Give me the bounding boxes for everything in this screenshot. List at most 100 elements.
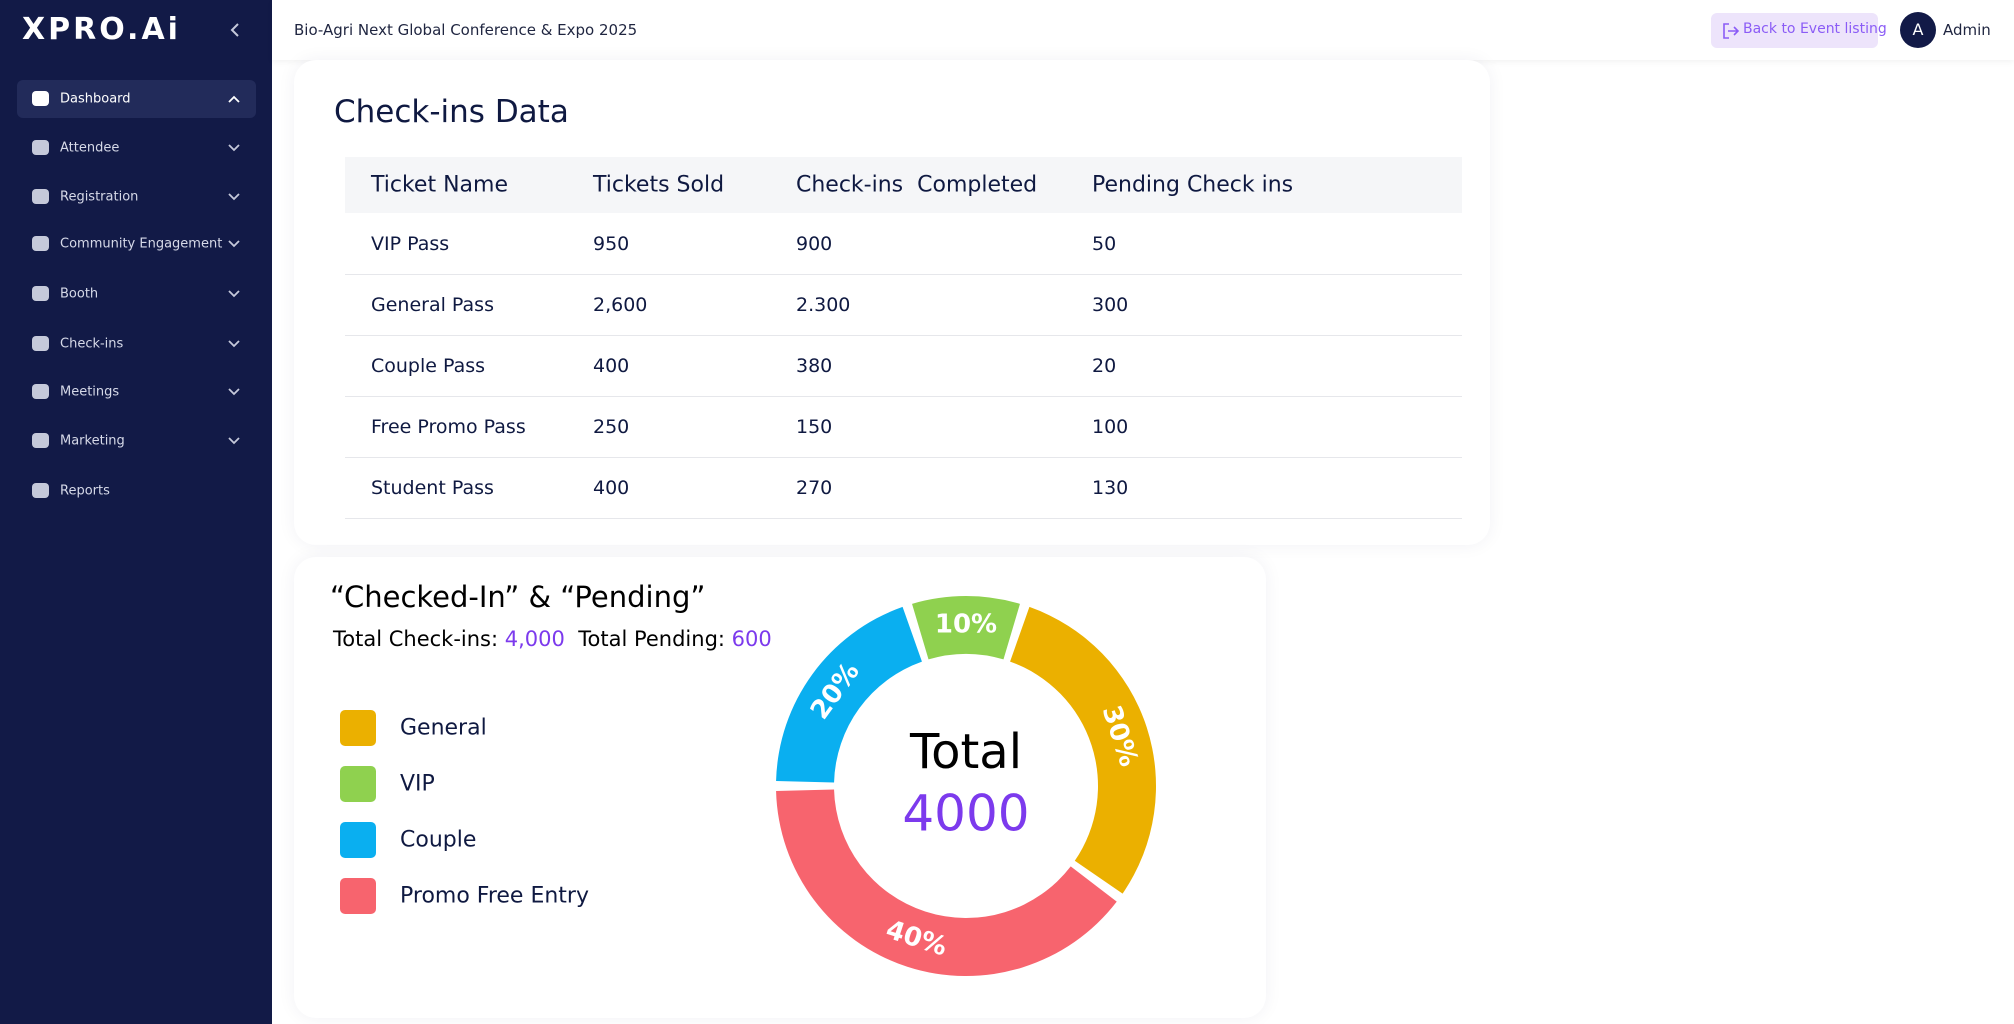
menu-icon bbox=[32, 286, 49, 301]
legend-swatch bbox=[340, 822, 376, 858]
chevron-path bbox=[228, 240, 240, 248]
table-cell: 250 bbox=[593, 416, 630, 438]
chevron bbox=[228, 388, 240, 396]
menu-item[interactable]: Marketing bbox=[17, 422, 256, 460]
summary-value: 4,000 bbox=[504, 627, 565, 651]
user-name: Admin bbox=[1943, 21, 1991, 39]
menu-label: Marketing bbox=[60, 433, 125, 449]
center-label: Total bbox=[909, 724, 1022, 780]
event-title: Bio-Agri Next Global Conference & Expo 2… bbox=[294, 21, 638, 39]
table-cell: 270 bbox=[796, 477, 833, 499]
table-cell: 100 bbox=[1092, 416, 1129, 438]
menu-item[interactable]: Attendee bbox=[17, 129, 256, 167]
donut-chart: Total 4000 10%30%40%20% bbox=[776, 596, 1156, 977]
table-title: Check-ins Data bbox=[334, 94, 569, 130]
table-cell: 900 bbox=[796, 233, 833, 255]
table-cell: 380 bbox=[796, 355, 833, 377]
menu-item[interactable]: Registration bbox=[17, 178, 256, 216]
logo: XPRO.Ai bbox=[22, 12, 181, 47]
menu-icon bbox=[32, 433, 49, 448]
legend-label: VIP bbox=[400, 771, 435, 797]
table-cell: 130 bbox=[1092, 477, 1129, 499]
menu-item[interactable]: Dashboard bbox=[17, 80, 256, 118]
table-header bbox=[345, 157, 1462, 213]
table-cell: General Pass bbox=[371, 294, 494, 316]
menu-item[interactable]: Community Engagement bbox=[17, 225, 256, 263]
table-cell: 300 bbox=[1092, 294, 1129, 316]
summary-label: Total Pending: bbox=[578, 627, 725, 651]
chevron bbox=[228, 95, 240, 103]
chevron-path bbox=[228, 193, 240, 201]
row-divider bbox=[345, 518, 1462, 519]
chevron-path bbox=[228, 144, 240, 152]
chart-title: “Checked-In” & “Pending” bbox=[330, 580, 706, 614]
summary-value: 600 bbox=[731, 627, 772, 651]
column-header: Ticket Name bbox=[371, 172, 508, 198]
menu-item[interactable]: Check-ins bbox=[17, 325, 256, 363]
back-label: Back to Event listing bbox=[1743, 21, 1887, 37]
menu-item[interactable]: Booth bbox=[17, 275, 256, 313]
chart-card: “Checked-In” & “Pending” Total Check-ins… bbox=[294, 557, 1266, 1018]
menu-label: Community Engagement bbox=[60, 236, 223, 252]
back-button[interactable]: Back to Event listing bbox=[1711, 13, 1887, 48]
header: Bio-Agri Next Global Conference & Expo 2… bbox=[272, 0, 2014, 60]
table-cell: 150 bbox=[796, 416, 833, 438]
donut-segment bbox=[1010, 606, 1156, 894]
menu-label: Attendee bbox=[60, 140, 120, 156]
table-cell: 2.300 bbox=[796, 294, 851, 316]
menu-icon bbox=[32, 140, 49, 155]
table-cell: Couple Pass bbox=[371, 355, 486, 377]
chevron-path bbox=[228, 95, 240, 103]
table-cell: 950 bbox=[593, 233, 630, 255]
row-divider bbox=[345, 396, 1462, 397]
table: Ticket Name Tickets Sold Check-ins Complet… bbox=[345, 157, 1462, 537]
donut-segment bbox=[912, 596, 1020, 660]
legend-label: Promo Free Entry bbox=[400, 883, 589, 909]
collapse-button[interactable] bbox=[228, 22, 242, 38]
table-cell: VIP Pass bbox=[371, 233, 450, 255]
menu-icon bbox=[32, 384, 49, 399]
menu-icon bbox=[32, 91, 49, 106]
table-cell: 50 bbox=[1092, 233, 1117, 255]
donut-segment bbox=[776, 606, 922, 783]
chevron bbox=[228, 240, 240, 248]
chevron bbox=[228, 144, 240, 152]
chevron-path bbox=[228, 437, 240, 445]
chevron bbox=[228, 193, 240, 201]
row-divider bbox=[345, 274, 1462, 275]
center-value: 4000 bbox=[902, 785, 1029, 843]
menu-label: Check-ins bbox=[60, 336, 124, 352]
chevron-path bbox=[228, 388, 240, 396]
table-cell: Free Promo Pass bbox=[371, 416, 526, 438]
table-cell: 20 bbox=[1092, 355, 1117, 377]
menu-item[interactable]: Reports bbox=[17, 472, 256, 510]
legend-swatch bbox=[340, 766, 376, 802]
menu-icon bbox=[32, 189, 49, 204]
menu-item[interactable]: Meetings bbox=[17, 373, 256, 411]
menu-icon bbox=[32, 483, 49, 498]
chevron bbox=[228, 437, 240, 445]
chevron bbox=[228, 340, 240, 348]
table-cell: 2,600 bbox=[593, 294, 648, 316]
summary-label: Total Check-ins: bbox=[333, 627, 499, 651]
row-divider bbox=[345, 335, 1462, 336]
menu-label: Meetings bbox=[60, 384, 120, 400]
menu-icon bbox=[32, 336, 49, 351]
summary: Total Check-ins: 4,000 Total Pending: 60… bbox=[333, 627, 772, 651]
donut-segment bbox=[776, 789, 1117, 977]
menu-label: Reports bbox=[60, 483, 110, 499]
segment-label: 10% bbox=[935, 610, 997, 640]
table-cell: 400 bbox=[593, 355, 630, 377]
row-divider bbox=[345, 457, 1462, 458]
menu-icon bbox=[32, 236, 49, 251]
menu-label: Registration bbox=[60, 189, 139, 205]
avatar[interactable]: A bbox=[1900, 12, 1936, 48]
sidebar: XPRO.Ai Dashboard Attendee Registration Com… bbox=[0, 0, 272, 1024]
chevron bbox=[228, 290, 240, 298]
table-cell: Student Pass bbox=[371, 477, 494, 499]
legend-label: General bbox=[400, 715, 487, 741]
legend-swatch bbox=[340, 878, 376, 914]
chevron-path bbox=[228, 340, 240, 348]
chevron-path bbox=[228, 290, 240, 298]
